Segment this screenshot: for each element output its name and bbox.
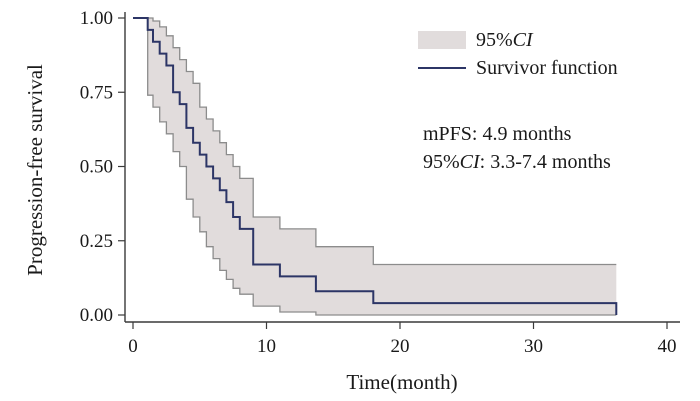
x-axis-title: Time(month) [346,370,457,394]
annotation-ci: 95%CI: 3.3-7.4 months [423,151,611,173]
ci-upper-line [133,17,617,266]
axes: 0 10 20 30 40 0.00 0.25 0.50 0.75 1.00 [80,8,680,357]
plot-area [133,17,618,316]
x-tick-label: 0 [128,336,138,357]
x-tick-label: 30 [524,336,543,357]
survivor-function-line [133,17,618,315]
y-tick-label: 0.25 [80,231,113,252]
legend-ci-label: 95%CI [476,29,534,51]
y-tick-label: 1.00 [80,8,113,29]
annotation-mpfs: mPFS: 4.9 months [423,123,572,145]
y-tick-label: 0.00 [80,305,113,326]
x-tick-label: 40 [658,336,677,357]
legend: 95%CI Survivor function [418,29,618,79]
y-tick-label: 0.50 [80,157,113,178]
y-axis-title: Progression-free survival [23,64,47,276]
y-tick-label: 0.75 [80,82,113,103]
x-tick-label: 20 [391,336,410,357]
x-ticks: 0 10 20 30 40 [128,322,677,357]
legend-ci-swatch [418,31,466,49]
legend-survivor-label: Survivor function [476,57,618,79]
ci-lower-line [133,17,617,316]
annotation: mPFS: 4.9 months 95%CI: 3.3-7.4 months [423,123,611,173]
x-tick-label: 10 [257,336,276,357]
y-ticks: 0.00 0.25 0.50 0.75 1.00 [80,8,125,326]
